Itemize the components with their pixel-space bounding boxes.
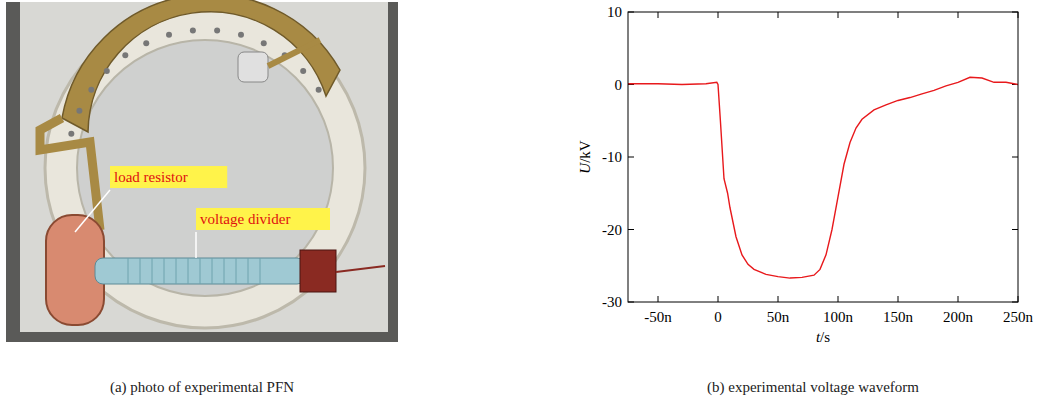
y-axis-title: U/kV [577,140,593,174]
waveform-line [628,77,1018,278]
divider-fin [248,258,249,284]
x-tick [838,296,839,302]
bolt [122,52,128,58]
bolt [166,32,172,38]
x-tick-label: 100n [823,309,854,325]
x-tick-top [718,12,719,18]
plot-area [628,77,1018,278]
caption: (b) experimental voltage waveform [707,379,919,396]
bolt [261,40,267,46]
box-floor [20,2,388,332]
bolt [76,108,82,114]
x-tick [958,296,959,302]
divider-fin [224,258,225,284]
connector [300,250,336,292]
y-tick [628,229,634,230]
x-tick [778,296,779,302]
divider-fin [200,258,201,284]
divider-fin [128,258,129,284]
bolt [88,87,94,93]
divider-fin [212,258,213,284]
x-tick-top [958,12,959,18]
leader [75,190,110,232]
bolt [238,32,244,38]
x-tick-label: 200n [943,309,974,325]
photo-label: voltage divider [200,211,290,227]
x-tick-top [658,12,659,18]
y-tick-right [1012,157,1018,158]
y-tick-label: -30 [602,294,622,310]
inner-plate [77,40,333,296]
divider-fin [260,258,261,284]
y-tick-label: 10 [607,4,622,20]
x-tick-label: 0 [714,309,722,325]
x-tick-label: 50n [767,309,790,325]
chart-panel: -50n 0 50n 100n 150n 200n 250n -30 -20 -10 0 10 t/s U… [577,4,1034,396]
bolt [214,28,220,34]
leader [195,232,197,258]
x-tick-top [898,12,899,18]
cable [336,266,385,272]
title-unit: /kV [577,140,593,163]
y-tick-label: -20 [602,222,622,238]
divider-fin [140,258,141,284]
title-unit: /s [820,329,830,345]
x-axis-title: t/s [816,329,830,345]
bolt [143,40,149,46]
caption: (a) photo of experimental PFN [110,379,294,396]
brass-arc [62,0,340,132]
y-tick-label: 0 [615,77,623,93]
y-tick-label: -10 [602,149,622,165]
bolt [316,87,322,93]
divider-fin [188,258,189,284]
x-tick [658,296,659,302]
x-tick-top [778,12,779,18]
x-tick-label: -50n [644,309,672,325]
bolt [300,68,306,74]
x-tick-label: 250n [1003,309,1034,325]
photo-background [6,2,398,342]
plot-frame [628,12,1018,302]
x-tick [898,296,899,302]
x-tick-top [838,12,839,18]
bolt [104,68,110,74]
switch-arm [268,40,320,66]
bolt [68,131,74,137]
x-tick [718,296,719,302]
y-tick [628,157,634,158]
divider-fin [164,258,165,284]
voltage-divider-shape [95,258,305,284]
divider-fin [152,258,153,284]
label-box [110,166,227,188]
divider-fin [236,258,237,284]
divider-fin [176,258,177,284]
photo-panel: load resistor voltage divider [6,0,398,342]
x-tick-label: 150n [883,309,914,325]
y-tick-right [1012,229,1018,230]
switch [238,52,268,82]
bolt [190,28,196,34]
label-box [196,208,330,230]
photo-label: load resistor [114,169,188,185]
